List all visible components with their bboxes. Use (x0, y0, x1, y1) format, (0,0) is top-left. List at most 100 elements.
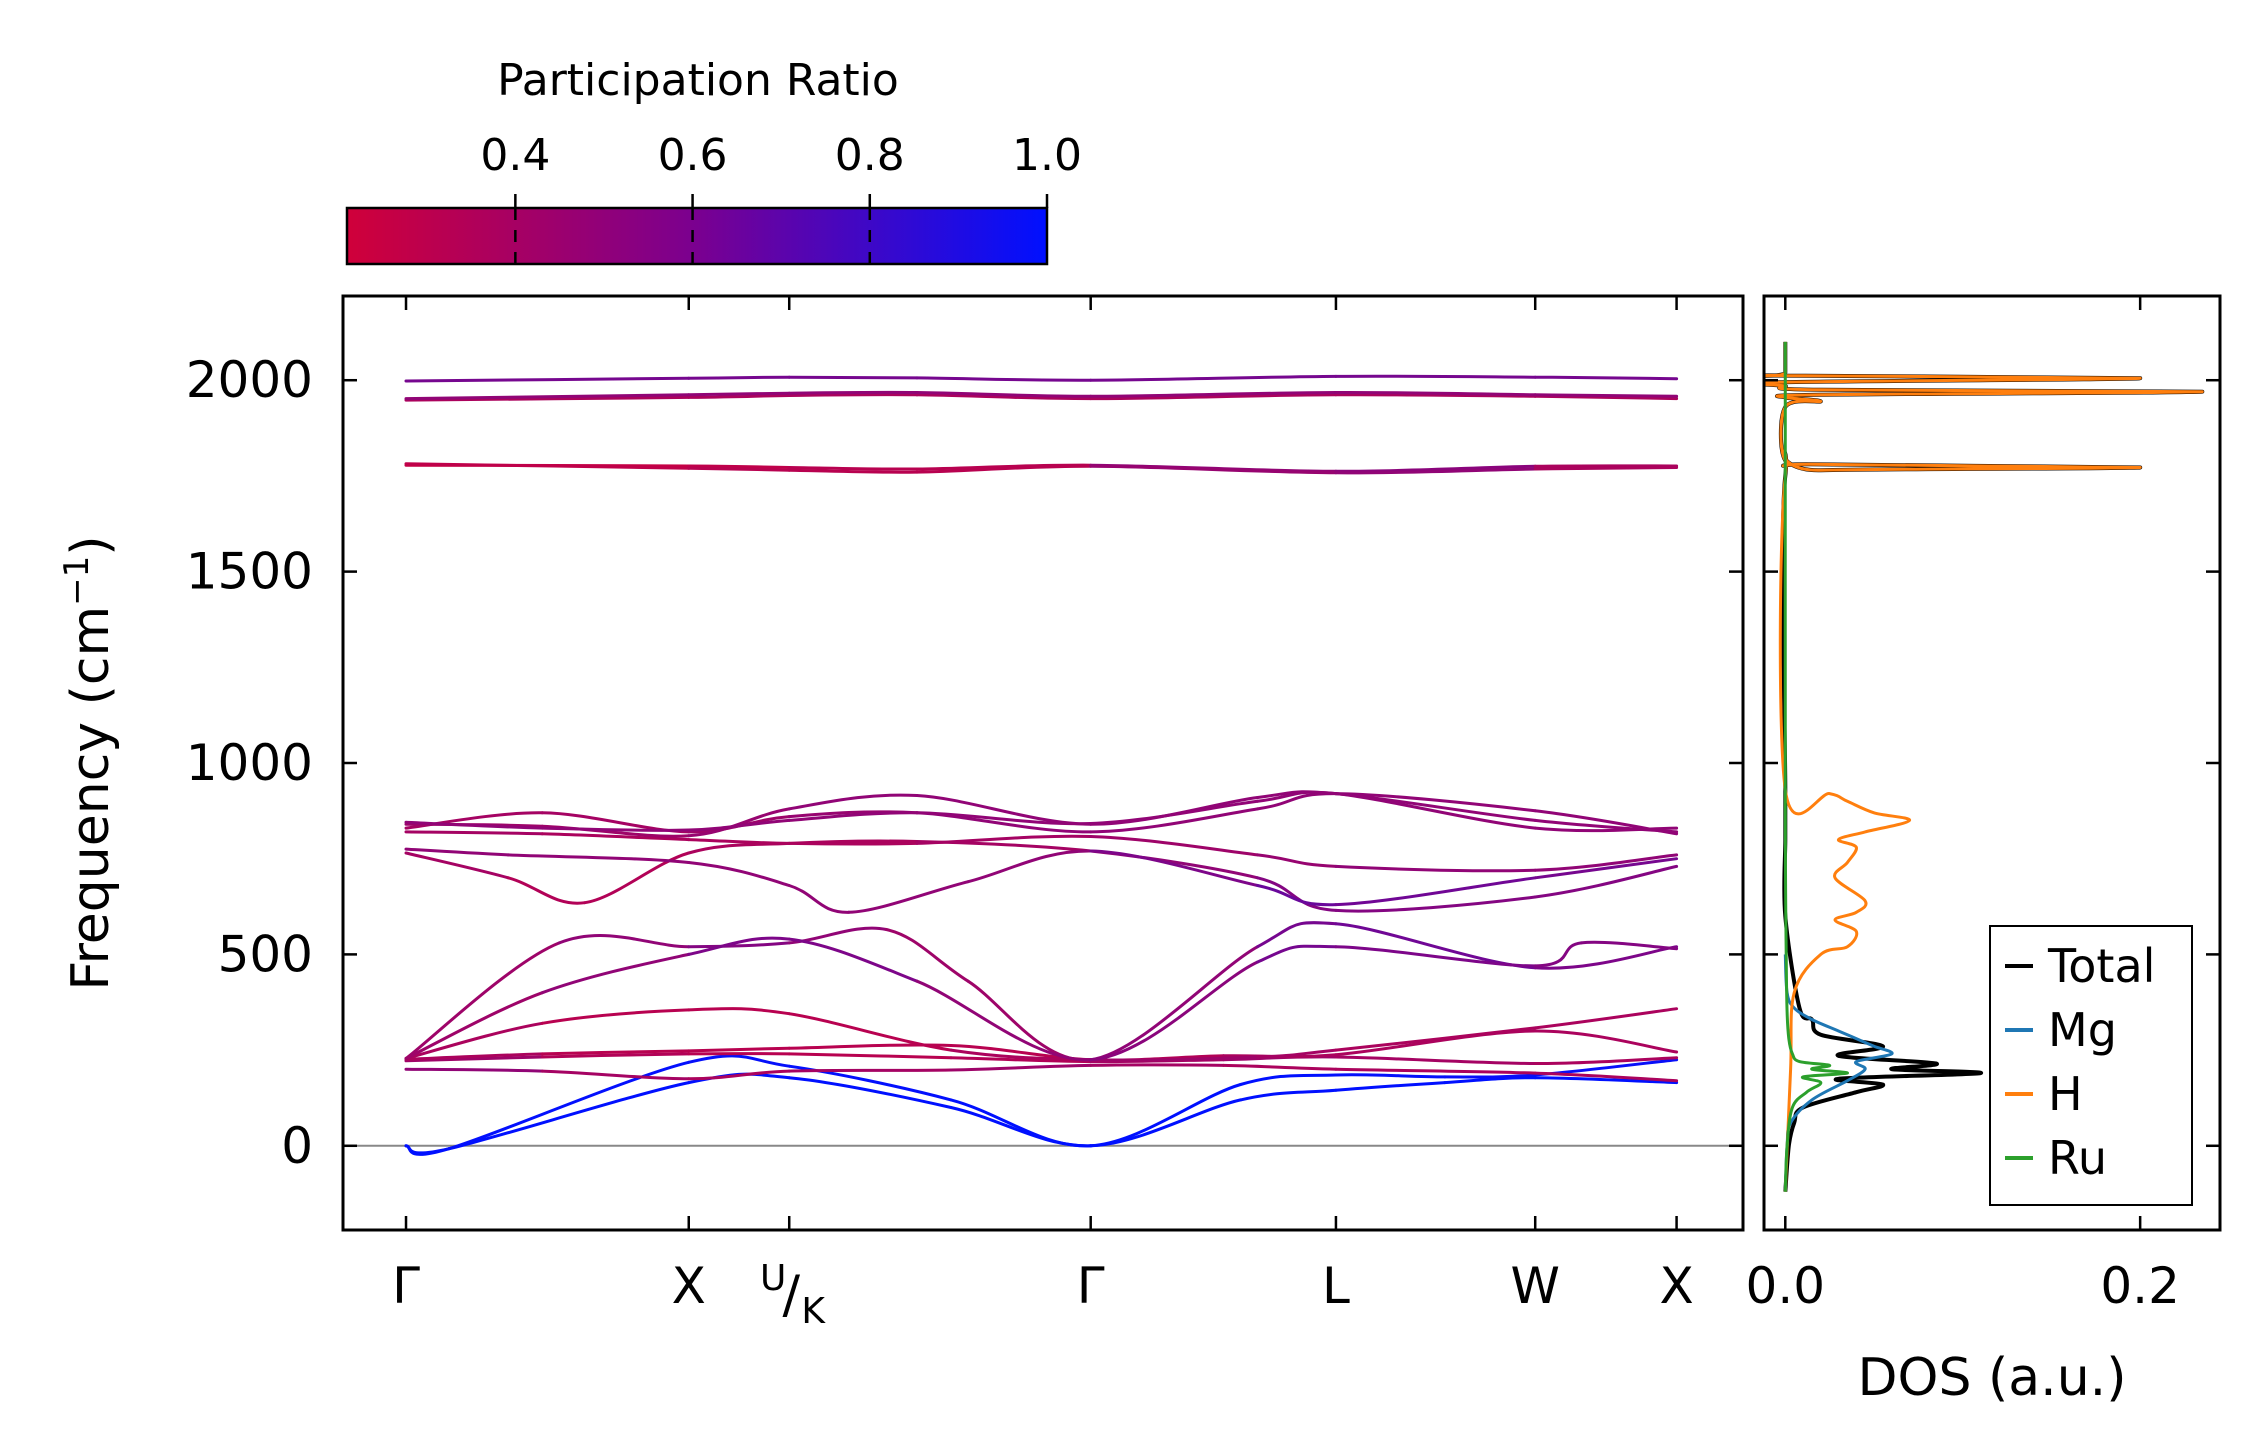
band-segment (787, 1043, 953, 1050)
colorbar: Participation Ratio 0.4 0.6 0.8 1.0 (345, 55, 1082, 266)
y-tick-label: 1000 (186, 734, 313, 792)
band-segment (949, 1063, 1093, 1072)
band-segment (687, 375, 791, 380)
band-segment (1089, 391, 1338, 398)
band-segment (687, 391, 791, 397)
band-segment (687, 464, 791, 469)
band-segment (687, 1046, 791, 1053)
dos-x-tick-label: 0.2 (2100, 1257, 2180, 1315)
band-segment (1443, 1076, 1537, 1085)
band-segment (949, 1098, 1093, 1148)
phonon-band (404, 374, 1679, 383)
colorbar-tick-label: 0.4 (480, 130, 550, 181)
band-segment (404, 941, 561, 1060)
band-segment (1089, 1055, 1260, 1062)
band-segment (404, 1067, 544, 1073)
band-segment (915, 464, 1093, 474)
frequency-axis-title: Frequency (cm−1) (57, 535, 121, 990)
band-segment (404, 1144, 451, 1156)
legend-label-total: Total (2047, 939, 2155, 993)
band-segment (1256, 1048, 1338, 1059)
band-segment (687, 936, 791, 956)
band-segment (1533, 853, 1679, 872)
kpoint-label: X (672, 1257, 706, 1315)
band-segment (540, 952, 691, 995)
band-segment (540, 1008, 691, 1025)
band-segment (915, 393, 1093, 401)
band-segment (787, 390, 919, 395)
band-segment (1533, 941, 1583, 968)
band-segment (1334, 467, 1537, 475)
band-segment (557, 934, 691, 949)
band-segment (1334, 1029, 1537, 1057)
band-segment (540, 826, 691, 832)
band-segment (787, 841, 919, 846)
band-segment (915, 834, 1093, 845)
phonon-band (404, 1007, 1679, 1062)
band-segment (404, 376, 691, 383)
band-segment (404, 462, 691, 470)
phonon-band (404, 462, 1679, 475)
kpoint-label: W (1510, 1257, 1559, 1315)
band-segment (1089, 374, 1338, 382)
kpoint-label: Γ (1077, 1257, 1105, 1315)
dos-x-tick-label: 0.0 (1746, 1257, 1826, 1315)
y-tick-label: 1500 (186, 543, 313, 601)
band-segment (787, 375, 919, 380)
y-tick-label: 0 (281, 1117, 313, 1175)
phonon-band (404, 790, 1679, 833)
band-segment (787, 793, 919, 811)
kpoint-label-bottom: K (801, 1291, 826, 1332)
band-segment (404, 1021, 544, 1060)
phonon-band (404, 1054, 1679, 1156)
band-segment (1533, 1007, 1679, 1030)
band-segment (847, 880, 970, 914)
band-segment (949, 1056, 1093, 1064)
band-segment (1256, 790, 1338, 803)
kpoint-label: X (1659, 1257, 1693, 1315)
band-segment (1256, 884, 1338, 907)
band-segment (1089, 799, 1260, 825)
band-segment (1334, 393, 1537, 398)
band-segment (1089, 945, 1260, 1062)
band-segment (1334, 374, 1537, 379)
dos-plot-frame (1762, 294, 2222, 1232)
phonon-band (404, 921, 1679, 1062)
band-segment (1533, 393, 1679, 398)
legend-label-h: H (2048, 1067, 2083, 1121)
band-segment (787, 811, 919, 822)
band-structure-panel: 0 500 1000 1500 2000 Γ X U/K Γ L W X Frequency (cm−… (57, 294, 1745, 1332)
band-axis-ticks: 0 500 1000 1500 2000 Γ X U/K Γ L W X (186, 296, 1743, 1332)
band-segment (1239, 1073, 1338, 1086)
band-segment (787, 468, 919, 474)
band-segment (787, 393, 919, 397)
band-segment (1089, 464, 1338, 475)
band-segment (1334, 876, 1537, 907)
phonon-band (404, 1063, 1679, 1083)
kpoint-label: L (1322, 1257, 1350, 1315)
band-segment (1089, 835, 1260, 857)
band-segment (1256, 876, 1338, 912)
band-segment (404, 830, 544, 836)
band-segment (404, 393, 691, 401)
colorbar-title: Participation Ratio (497, 55, 899, 106)
dos-legend: Total Mg H Ru (1989, 925, 2193, 1206)
band-segment (884, 928, 970, 983)
band-segment (1334, 1055, 1537, 1065)
dos-panel: 0.0 0.2 DOS (a.u.) Total Mg H Ru (1746, 294, 2222, 1408)
band-segment (540, 832, 691, 842)
band-segment (1334, 1081, 1447, 1092)
band-segment (1089, 849, 1260, 887)
band-segment (404, 851, 510, 880)
band-segment (1533, 857, 1679, 880)
band-segment (1533, 1056, 1679, 1066)
dos-axis-title: DOS (a.u.) (1858, 1348, 2127, 1408)
band-segment (787, 466, 919, 471)
dos-curve-ru (1783, 341, 1849, 1192)
colorbar-tick-label: 0.8 (835, 130, 905, 181)
band-segment (787, 937, 919, 983)
band-segment (1089, 1063, 1225, 1067)
band-segment (1089, 1098, 1243, 1148)
dos-curve-h (1764, 341, 2204, 1192)
